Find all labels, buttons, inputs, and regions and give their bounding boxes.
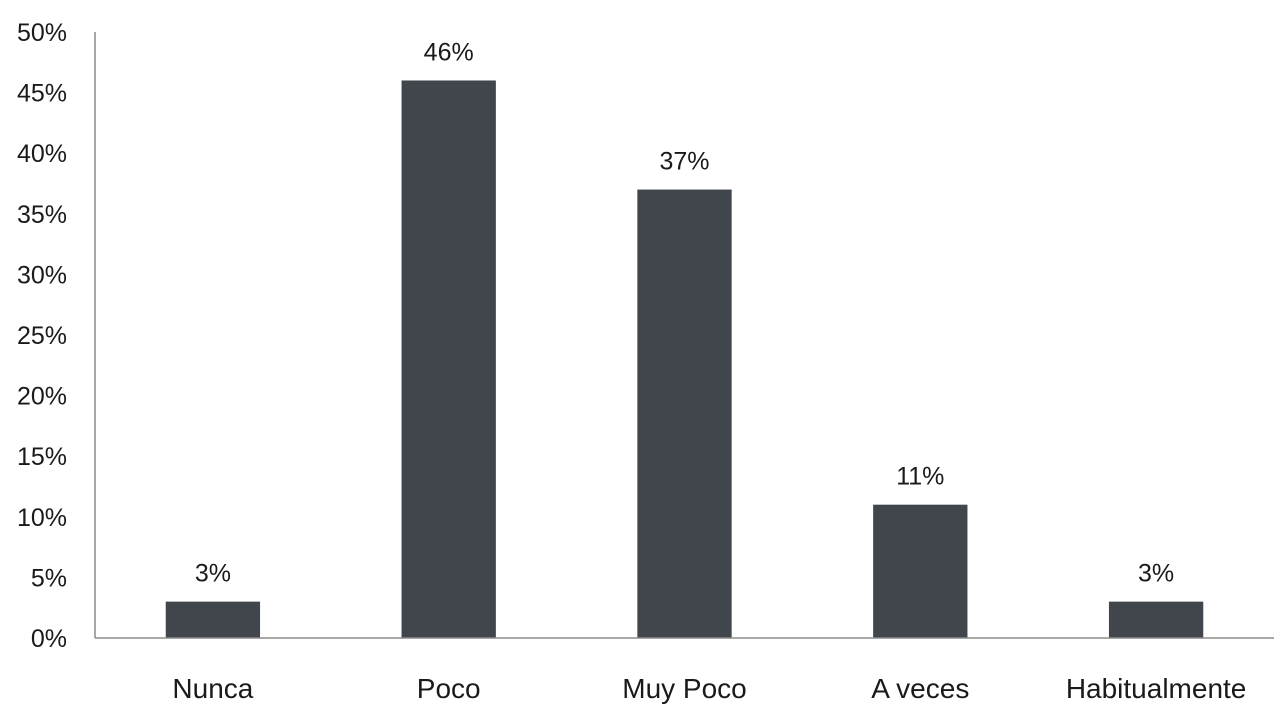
x-category-label: Muy Poco [622,673,747,704]
bar-muy-poco [637,189,732,638]
y-axis-ticks: 0% 5% 10% 15% 20% 25% 30% 35% 40% 45% 50% [17,19,67,653]
y-tick-label: 5% [31,564,67,592]
y-tick-label: 35% [17,201,67,229]
y-tick-label: 25% [17,322,67,350]
y-tick-label: 10% [17,504,67,532]
data-labels: 3% 46% 37% 11% 3% [195,38,1174,587]
data-label: 46% [424,38,474,66]
y-tick-label: 0% [31,625,67,653]
bar-habitualmente [1108,601,1204,638]
data-label: 3% [1138,560,1174,588]
y-tick-label: 40% [17,140,67,168]
y-tick-label: 30% [17,261,67,289]
x-category-label: Habitualmente [1066,673,1247,704]
x-category-label: A veces [871,673,969,704]
bar-nunca [165,601,261,638]
x-category-label: Poco [417,673,481,704]
y-tick-label: 20% [17,383,67,411]
y-tick-label: 50% [17,19,67,47]
bar-series [165,80,1204,639]
y-tick-label: 15% [17,443,67,471]
y-tick-label: 45% [17,80,67,108]
x-category-label: Nunca [172,673,253,704]
data-label: 11% [896,463,944,491]
bar-poco [401,80,496,639]
x-axis-labels: Nunca Poco Muy Poco A veces Habitualmente [172,673,1246,704]
data-label: 3% [195,560,231,588]
bar-a-veces [873,504,968,638]
data-label: 37% [659,148,709,176]
